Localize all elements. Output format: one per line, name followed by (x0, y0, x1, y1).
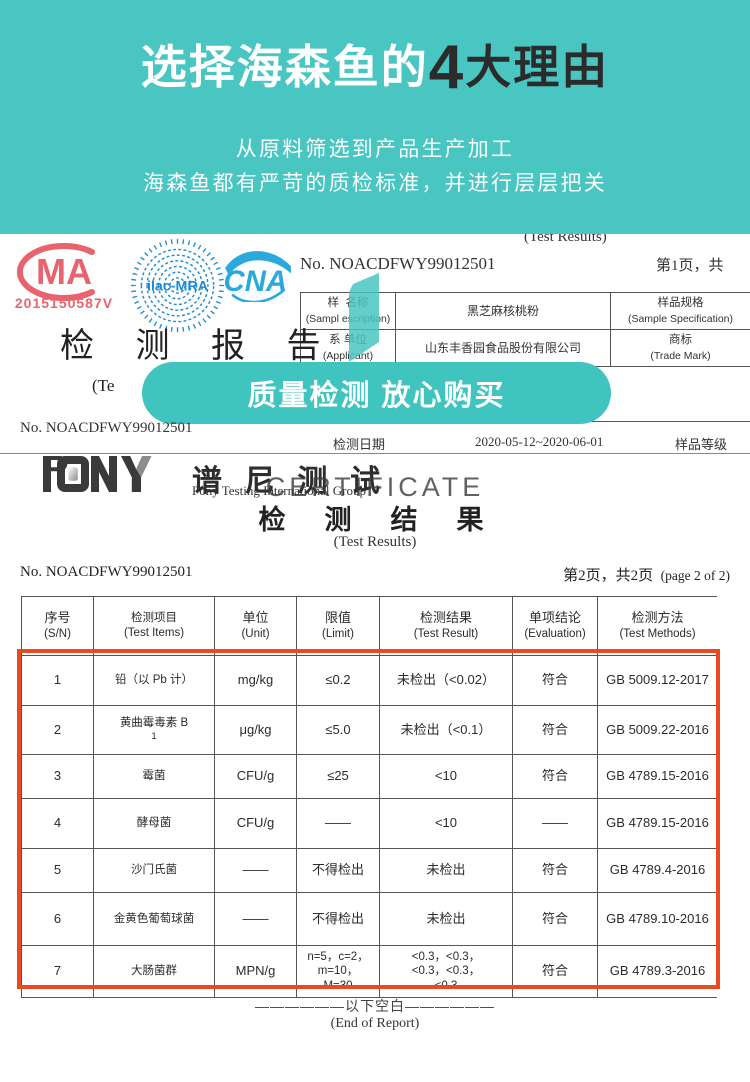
svg-text:2015150587V: 2015150587V (15, 295, 113, 311)
svg-text:CNA: CNA (224, 265, 288, 298)
svg-text:MA: MA (36, 251, 92, 292)
svg-text:ilac-MRA: ilac-MRA (147, 278, 208, 294)
